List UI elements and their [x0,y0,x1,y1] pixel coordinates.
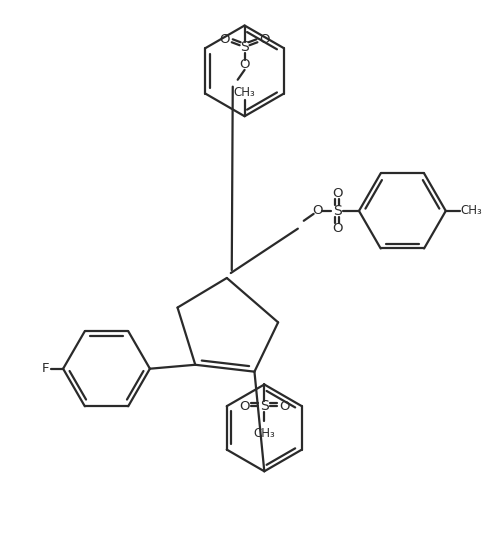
Text: S: S [259,399,268,413]
Text: O: O [332,187,342,200]
Text: S: S [240,40,248,54]
Text: O: O [239,400,249,413]
Text: O: O [312,205,322,217]
Text: CH₃: CH₃ [460,205,481,217]
Text: O: O [332,222,342,235]
Text: S: S [332,204,341,218]
Text: O: O [258,33,269,46]
Text: O: O [239,59,249,71]
Text: F: F [42,362,49,375]
Text: O: O [219,33,229,46]
Text: CH₃: CH₃ [253,427,274,440]
Text: CH₃: CH₃ [233,86,255,100]
Text: O: O [278,400,288,413]
